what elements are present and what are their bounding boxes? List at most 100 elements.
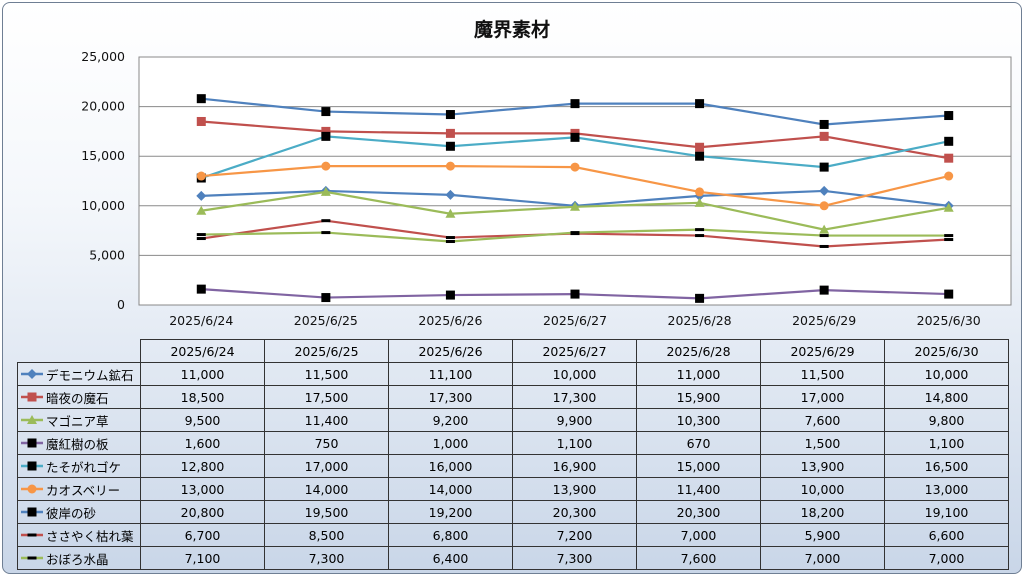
- data-point: [944, 111, 954, 121]
- table-value-cell: 19,500: [264, 500, 389, 524]
- table-value-cell: 11,000: [636, 362, 761, 386]
- data-point: [321, 161, 331, 171]
- data-point: [695, 99, 705, 109]
- series-name-cell: ささやく枯れ葉: [17, 523, 141, 547]
- table-value-cell: 17,300: [388, 385, 513, 409]
- table-row: ささやく枯れ葉 6,700 8,500 6,800 7,200 7,000 5,900 6,6…: [17, 523, 1009, 547]
- data-point: [819, 244, 829, 248]
- table-value-cell: 13,900: [512, 477, 637, 501]
- table-date-header: 2025/6/24: [140, 339, 265, 363]
- data-point: [196, 171, 206, 181]
- legend-key-icon: [21, 392, 43, 402]
- legend-key-icon: [21, 556, 43, 560]
- table-value-cell: 7,000: [884, 546, 1009, 570]
- legend-key-icon: [21, 461, 43, 471]
- table-date-header: 2025/6/28: [636, 339, 761, 363]
- x-tick-label: 2025/6/26: [418, 313, 482, 328]
- legend-key-icon: [21, 438, 43, 448]
- table-row: たそがれゴケ 12,800 17,000 16,000 16,900 15,000 13,9…: [17, 454, 1009, 478]
- y-tick-label: 25,000: [81, 49, 125, 64]
- plot-area: 0 5,000 10,000 15,000 20,000 25,000 2025/6/24 2…: [81, 49, 1012, 328]
- legend-key-marker: [27, 484, 37, 494]
- data-point: [819, 162, 829, 172]
- series-name: カオスベリー: [46, 482, 121, 498]
- data-point: [570, 162, 580, 172]
- series-name: 彼岸の砂: [46, 505, 97, 521]
- data-point: [445, 161, 455, 171]
- table-value-cell: 9,800: [884, 408, 1009, 432]
- data-point: [819, 285, 829, 295]
- legend-key-icon: [21, 507, 43, 517]
- legend-key-marker: [27, 438, 37, 448]
- legend-key-marker: [27, 369, 37, 379]
- series-name: ささやく枯れ葉: [46, 528, 134, 544]
- table-value-cell: 5,900: [760, 523, 885, 547]
- table-value-cell: 1,000: [388, 431, 513, 455]
- data-point: [570, 231, 580, 235]
- plot-background: [138, 56, 1012, 306]
- table-value-cell: 19,100: [884, 500, 1009, 524]
- data-point: [321, 126, 331, 136]
- series-name: デモニウム鉱石: [46, 367, 134, 383]
- table-value-cell: 15,000: [636, 454, 761, 478]
- series-name: マゴニア草: [46, 413, 109, 429]
- table-value-cell: 14,800: [884, 385, 1009, 409]
- legend-key-marker: [27, 533, 37, 537]
- data-point: [445, 208, 456, 218]
- table-value-cell: 10,000: [884, 362, 1009, 386]
- series-name-cell: おぼろ水晶: [17, 546, 141, 570]
- data-point: [445, 189, 456, 200]
- table-value-cell: 11,500: [264, 362, 389, 386]
- series-name: おぼろ水晶: [46, 551, 109, 567]
- table-value-cell: 14,000: [264, 477, 389, 501]
- data-point: [944, 238, 954, 242]
- legend-key-marker: [27, 461, 37, 471]
- data-point: [944, 136, 954, 146]
- x-tick-label: 2025/6/27: [543, 313, 607, 328]
- table-value-cell: 15,900: [636, 385, 761, 409]
- table-row: マゴニア草 9,500 11,400 9,200 9,900 10,300 7,600 9,8…: [17, 408, 1009, 432]
- data-point: [944, 153, 954, 163]
- series-name-cell: 彼岸の砂: [17, 500, 141, 524]
- data-point: [819, 201, 829, 211]
- table-value-cell: 20,800: [140, 500, 265, 524]
- data-point: [819, 119, 829, 129]
- table-value-cell: 16,900: [512, 454, 637, 478]
- table-value-cell: 750: [264, 431, 389, 455]
- table-value-cell: 1,500: [760, 431, 885, 455]
- table-value-cell: 1,100: [512, 431, 637, 455]
- table-value-cell: 12,800: [140, 454, 265, 478]
- legend-key-marker: [27, 507, 37, 517]
- data-point: [570, 132, 580, 142]
- table-value-cell: 13,900: [760, 454, 885, 478]
- table-value-cell: 7,300: [512, 546, 637, 570]
- table-date-header: 2025/6/25: [264, 339, 389, 363]
- data-point: [943, 202, 954, 212]
- table-value-cell: 10,300: [636, 408, 761, 432]
- series-name-cell: デモニウム鉱石: [17, 362, 141, 386]
- data-point: [445, 240, 455, 244]
- data-point: [695, 293, 705, 303]
- y-tick-label: 10,000: [81, 198, 125, 213]
- data-point: [445, 236, 455, 240]
- data-point: [321, 293, 331, 303]
- data-point: [196, 94, 206, 104]
- data-point: [321, 131, 331, 141]
- legend-key-marker: [27, 556, 37, 560]
- table-value-cell: 1,100: [884, 431, 1009, 455]
- table-value-cell: 14,000: [388, 477, 513, 501]
- data-point: [196, 205, 207, 215]
- data-point: [695, 187, 705, 197]
- table-date-header: 2025/6/26: [388, 339, 513, 363]
- table-row: 暗夜の魔石 18,500 17,500 17,300 17,300 15,900 17,00…: [17, 385, 1009, 409]
- table-value-cell: 7,200: [512, 523, 637, 547]
- table-value-cell: 13,000: [884, 477, 1009, 501]
- data-point: [694, 197, 705, 207]
- data-point: [695, 228, 705, 232]
- data-point: [321, 219, 331, 223]
- table-value-cell: 13,000: [140, 477, 265, 501]
- data-point: [196, 284, 206, 294]
- table-value-cell: 10,000: [760, 477, 885, 501]
- data-point: [695, 142, 705, 152]
- table-date-header: 2025/6/30: [884, 339, 1009, 363]
